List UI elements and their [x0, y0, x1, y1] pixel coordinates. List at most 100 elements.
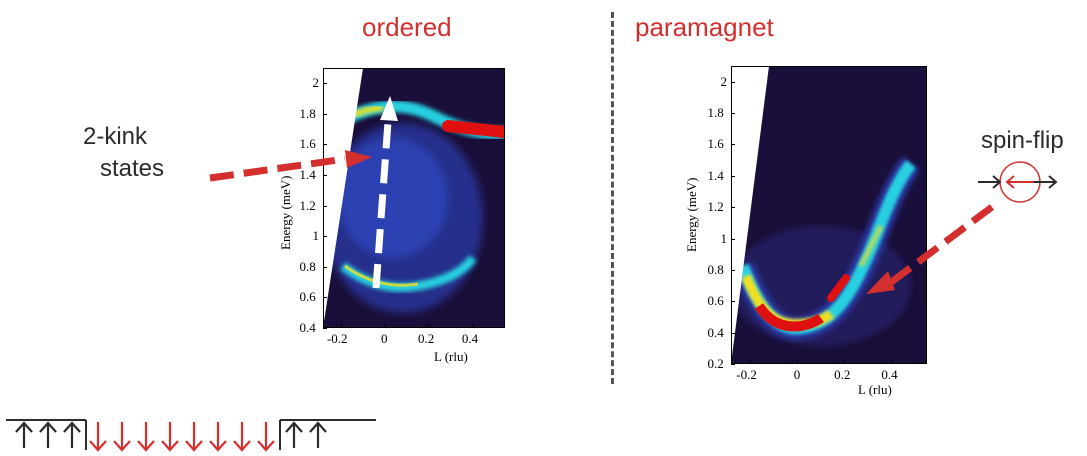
- spin-flip-arrow-head: [866, 271, 895, 294]
- ordered-ytick-1.6: 1.6: [299, 136, 316, 152]
- title-ordered: ordered: [362, 12, 452, 42]
- spin-up-arrow: [39, 421, 57, 448]
- paramagnet-band-red-spot: [827, 274, 850, 302]
- ordered-heatmap-svg: [323, 68, 505, 328]
- spin-down-arrow: [89, 422, 107, 452]
- paramagnet-xtick--0.2: -0.2: [736, 367, 757, 382]
- panel-divider: [611, 12, 614, 384]
- paramagnet-xtick-mark: [797, 360, 799, 364]
- ordered-xtick-mark: [472, 324, 474, 328]
- paramagnet-ytick-mark: [731, 301, 735, 303]
- paramagnet-xtick-0: 0: [793, 367, 801, 382]
- paramagnet-axes-frame: [731, 66, 927, 364]
- paramagnet-xtick-mark: [891, 360, 893, 364]
- ordered-kinematic-wedge: [323, 68, 363, 328]
- paramagnet-ytick-mark: [731, 332, 735, 334]
- title-paramagnet: paramagnet: [635, 12, 774, 42]
- ordered-ytick-mark: [323, 297, 327, 299]
- kink-label-line1: 2-kink: [83, 123, 148, 150]
- paramagnet-xtick-0.2: 0.2: [834, 367, 851, 382]
- spin-down-arrow: [161, 422, 179, 452]
- spin-up-arrow: [63, 421, 81, 448]
- spin-mid-head: [1005, 175, 1015, 189]
- ordered-ytick-1.4: 1.4: [299, 167, 316, 183]
- paramagnet-ytick-mark: [731, 238, 735, 240]
- spin-flip-arrow: [887, 204, 995, 286]
- paramagnet-heatmap: [731, 66, 927, 364]
- spin-right-head: [1048, 175, 1058, 189]
- paramagnet-xtick-0.4: 0.4: [881, 367, 898, 382]
- ordered-ytick-1.2: 1.2: [299, 197, 316, 213]
- ordered-xlabel: L (rlu): [434, 349, 468, 364]
- paramagnet-ytick-mark: [731, 364, 735, 365]
- paramagnet-ytick-0.4: 0.4: [707, 324, 724, 340]
- paramagnet-ytick-2: 2: [720, 73, 728, 89]
- paramagnet-band-yellow2: [858, 224, 884, 268]
- paramagnet-ytick-1.4: 1.4: [707, 167, 724, 183]
- spin-left-head: [992, 175, 1002, 189]
- spin-down-arrow: [233, 422, 251, 452]
- paramagnet-ytick-0.2: 0.2: [707, 356, 724, 371]
- ordered-heatmap: [323, 68, 505, 328]
- ordered-xtick-0.4: 0.4: [461, 331, 479, 346]
- ordered-lower-band: [340, 255, 477, 292]
- ordered-ytick-mark: [323, 175, 327, 177]
- ordered-ytick-mark: [323, 205, 327, 207]
- paramagnet-ytick-1.8: 1.8: [707, 105, 724, 121]
- paramagnet-xtick-mark: [844, 360, 846, 364]
- ordered-ytick-1: 1: [312, 228, 320, 244]
- spin-chain: [6, 419, 376, 452]
- ordered-ytick-mark: [323, 236, 327, 238]
- ordered-ytick-mark: [323, 328, 327, 329]
- paramagnet-ytick-0.6: 0.6: [707, 293, 724, 309]
- paramagnet-heatmap-svg: [731, 66, 927, 364]
- paramagnet-ytick-1: 1: [720, 230, 728, 246]
- paramagnet-ytick-1.2: 1.2: [707, 199, 724, 215]
- spin-down-arrow: [137, 422, 155, 452]
- paramagnet-ytick-0.8: 0.8: [707, 261, 724, 277]
- ordered-ytick-0.4: 0.4: [299, 320, 316, 335]
- spin-down-arrow: [113, 422, 131, 452]
- ordered-white-arrow: [372, 121, 392, 289]
- ordered-continuum-core: [338, 138, 448, 258]
- spin-up-arrow: [309, 421, 327, 448]
- spin-up-arrow: [285, 421, 303, 448]
- ordered-white-arrow-head: [380, 96, 398, 121]
- ordered-ytick-mark: [323, 144, 327, 146]
- ordered-xtick-0: 0: [380, 331, 388, 346]
- spin-down-arrow: [209, 422, 227, 452]
- ordered-xtick-mark: [384, 324, 386, 328]
- paramagnet-xtick-mark: [749, 360, 751, 364]
- ordered-ytick-mark: [323, 113, 327, 115]
- kink-arrow-head: [345, 150, 372, 168]
- paramagnet-xlabel: L (rlu): [858, 382, 892, 397]
- paramagnet-ytick-mark: [731, 81, 735, 83]
- spin-up-arrow: [15, 421, 33, 448]
- ordered-xtick--0.2: -0.2: [326, 331, 348, 346]
- ordered-ytick-2: 2: [312, 75, 320, 91]
- spin-flip-label: spin-flip: [981, 127, 1064, 154]
- paramagnet-ytick-1.6: 1.6: [707, 136, 724, 152]
- ordered-ytick-mark: [323, 83, 327, 85]
- paramagnet-ytick-mark: [731, 113, 735, 115]
- spin-down-arrow: [185, 422, 203, 452]
- paramagnet-band-red: [754, 303, 824, 332]
- ordered-ytick-0.6: 0.6: [299, 289, 316, 305]
- ordered-xtick-mark: [340, 324, 342, 328]
- paramagnet-ytick-mark: [731, 175, 735, 177]
- ordered-xtick-mark: [428, 324, 430, 328]
- ordered-ytick-mark: [323, 266, 327, 268]
- ordered-xtick-0.2: 0.2: [418, 331, 435, 346]
- paramagnet-ytick-mark: [731, 269, 735, 271]
- ordered-ytick-1.8: 1.8: [299, 105, 316, 121]
- kink-arrow: [209, 155, 346, 182]
- paramagnet-ytick-mark: [731, 144, 735, 146]
- paramagnet-ytick-mark: [731, 207, 735, 209]
- spin-flip-icon: [978, 161, 1058, 203]
- kink-label-line2: states: [100, 155, 165, 182]
- paramagnet-kinematic-wedge: [731, 66, 769, 364]
- spin-down-arrow: [257, 422, 275, 452]
- ordered-ytick-0.8: 0.8: [299, 258, 316, 274]
- ordered-axes-frame: [323, 68, 505, 328]
